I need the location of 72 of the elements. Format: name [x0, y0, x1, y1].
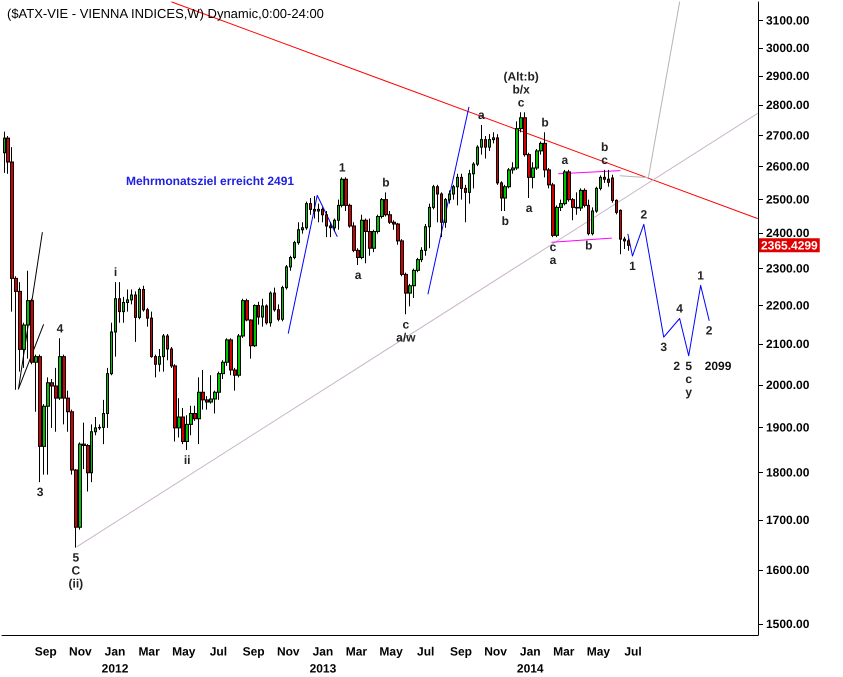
annotation: C	[72, 564, 81, 578]
y-tick-label: 1600.00	[766, 563, 810, 578]
annotation: ii	[184, 453, 190, 468]
y-tick-label: 2100.00	[766, 337, 810, 352]
annotation: 4	[56, 321, 64, 336]
annotation: b/x	[512, 82, 530, 96]
annotation: b	[502, 214, 509, 228]
annotation: b	[382, 175, 390, 190]
y-tick-label: 2700.00	[766, 128, 810, 142]
x-tick-label: May	[379, 644, 404, 658]
x-tick-label: Sep	[242, 644, 265, 658]
x-tick-label: Nov	[276, 644, 300, 658]
y-tick-label: 1500.00	[766, 616, 810, 631]
x-tick-label: Sep	[34, 644, 57, 658]
y-tick-label: 2800.00	[766, 98, 810, 112]
annotation: b	[600, 140, 608, 154]
y-tick-label: 2400.00	[766, 226, 810, 240]
x-tick-label: May	[172, 644, 196, 658]
annotation: b	[541, 115, 549, 130]
x-tick-label: May	[586, 644, 610, 658]
annotation: 2	[673, 358, 680, 373]
annotation: Mehrmonatsziel erreicht 2491	[126, 174, 294, 188]
chart-title: ($ATX-VIE - VIENNA INDICES,W) Dynamic,0:00-24:00	[7, 6, 324, 21]
annotation: (Alt:b)	[503, 69, 539, 84]
y-tick-label: 1800.00	[766, 465, 810, 480]
y-tick-label: 2000.00	[766, 378, 810, 392]
annotation: 5	[72, 550, 80, 565]
y-tick-label: 1900.00	[766, 420, 810, 434]
y-tick-label: 2300.00	[766, 262, 810, 276]
annotation: 2099	[704, 358, 732, 373]
annotation: c	[402, 317, 410, 332]
annotation: 3	[36, 485, 44, 500]
y-tick-label: 2500.00	[766, 192, 810, 206]
x-tick-label: Jul	[210, 644, 228, 658]
annotation: 5	[685, 358, 692, 373]
annotation: a/w	[396, 330, 416, 344]
annotation: a	[562, 152, 569, 167]
annotation: b	[585, 238, 592, 252]
annotation: 3	[660, 340, 668, 354]
y-tick-label: 2900.00	[766, 68, 810, 83]
x-tick-label: Jul	[624, 644, 642, 658]
x-tick-label: Jan 2014	[516, 644, 544, 676]
annotation: a	[526, 200, 533, 215]
annotation: 4	[676, 302, 684, 316]
annotation: 2	[706, 323, 713, 338]
annotation: c	[518, 95, 525, 110]
annotation: (ii)	[68, 576, 84, 591]
annotation: a	[550, 253, 557, 268]
annotation: a	[354, 268, 362, 282]
x-tick-label: Jan 2012	[102, 644, 129, 676]
x-tick-label: Nov	[69, 644, 92, 658]
annotation: c	[550, 240, 557, 254]
annotation: c	[685, 372, 692, 386]
x-tick-label: Nov	[484, 644, 508, 658]
annotation: 1	[697, 268, 704, 282]
annotation: 1	[338, 160, 346, 174]
y-tick-label: 2600.00	[766, 160, 810, 174]
x-tick-label: Jul	[417, 644, 434, 658]
text: 2365.4299	[761, 238, 818, 252]
x-tick-label: Mar	[138, 644, 160, 658]
y-tick-label: 1700.00	[766, 512, 810, 527]
x-tick-label: Mar	[346, 644, 368, 658]
x-tick-label: Jan 2013	[310, 644, 337, 676]
y-tick-label: 3000.00	[766, 40, 810, 55]
annotation: 2	[640, 207, 648, 222]
x-tick-label: Sep	[450, 644, 472, 658]
annotation: i	[114, 265, 118, 280]
annotation: 1	[629, 259, 636, 274]
y-tick-label: 2200.00	[766, 298, 810, 313]
y-tick-label: 3100.00	[766, 14, 810, 28]
annotation: y	[685, 384, 692, 399]
x-tick-label: Mar	[553, 644, 575, 658]
